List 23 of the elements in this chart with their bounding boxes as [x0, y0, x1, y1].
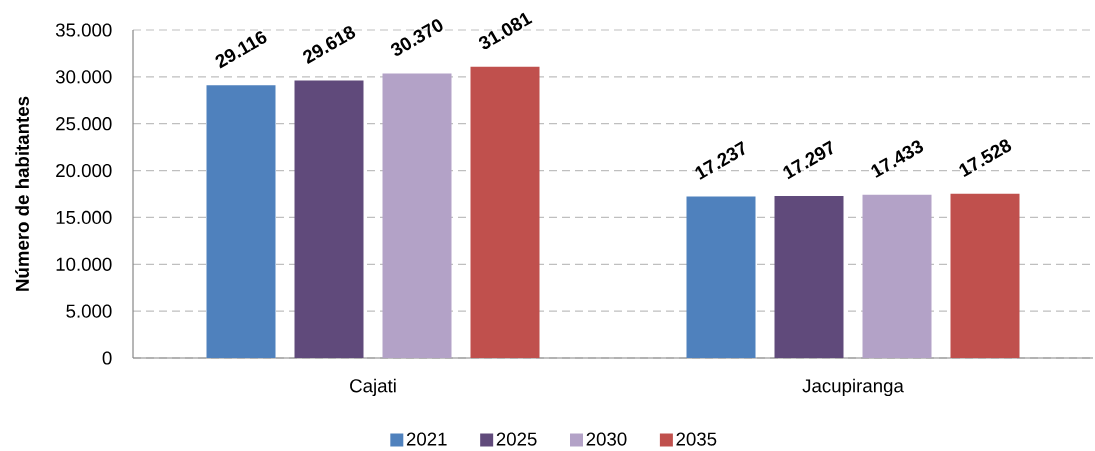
- bar: [294, 80, 364, 358]
- bar: [862, 194, 932, 358]
- bar: [774, 195, 844, 358]
- bar: [686, 196, 756, 358]
- y-tick-label: 30.000: [55, 70, 112, 84]
- bar: [206, 85, 276, 358]
- y-axis-title: Número de habitantes: [15, 96, 29, 291]
- y-tick-label: 25.000: [56, 117, 112, 131]
- legend-label: 2025: [496, 432, 537, 446]
- x-tick-label: Jacupiranga: [802, 378, 904, 397]
- x-tick-label: Cajati: [350, 378, 396, 397]
- bar: [950, 193, 1020, 358]
- y-tick-label: 35.000: [55, 23, 112, 37]
- y-tick-label: 20.000: [56, 163, 112, 178]
- bar: [382, 73, 452, 358]
- legend-label: 2035: [676, 432, 717, 446]
- y-tick-label: 15.000: [56, 210, 112, 225]
- y-tick-label: 10.000: [56, 257, 112, 271]
- y-tick-label: 5.000: [66, 304, 112, 318]
- bar: [470, 66, 540, 358]
- legend-label: 2021: [406, 432, 447, 446]
- y-tick-label: 0: [102, 351, 112, 365]
- legend-label: 2030: [586, 432, 627, 446]
